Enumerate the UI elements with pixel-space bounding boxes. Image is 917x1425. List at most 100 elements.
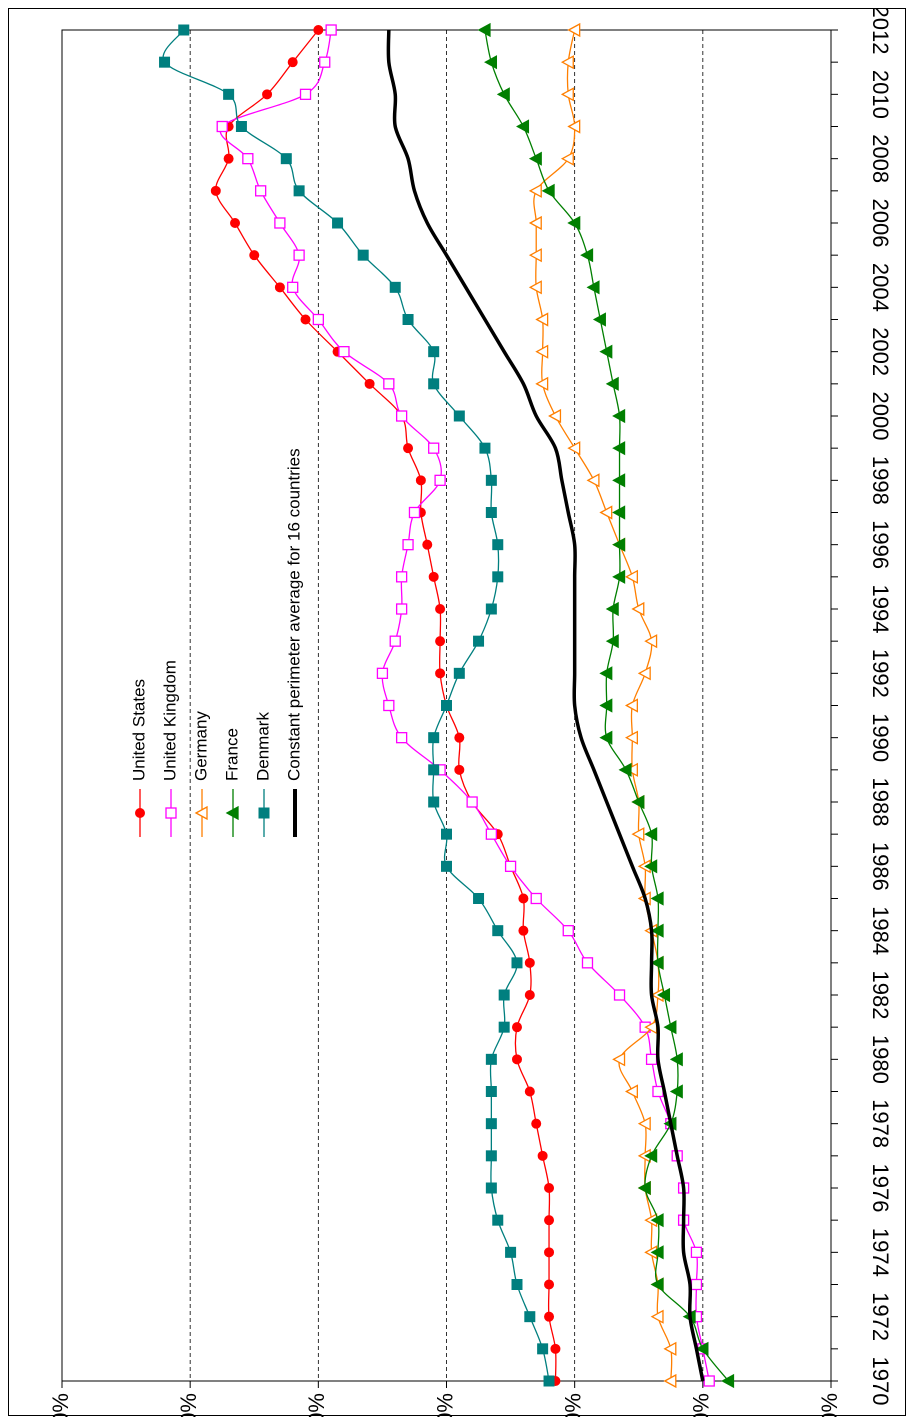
data-point	[492, 539, 504, 551]
data-point	[383, 699, 395, 712]
data-point	[567, 22, 581, 38]
data-point	[235, 121, 247, 132]
data-point	[242, 153, 254, 165]
year-tick-label: 1984	[868, 906, 893, 955]
year-tick-label: 2000	[868, 392, 893, 441]
series-lines	[159, 22, 735, 1389]
data-point	[544, 1247, 555, 1258]
data-point	[650, 891, 664, 906]
data-point	[650, 1277, 664, 1292]
legend-swatch-marker	[225, 805, 239, 821]
data-point	[599, 344, 613, 359]
data-point	[550, 1343, 561, 1354]
data-point	[364, 378, 375, 389]
year-tick-label: 1992	[868, 649, 893, 698]
year-tick-label: 1990	[868, 713, 893, 762]
data-point	[567, 215, 581, 231]
data-point	[581, 957, 594, 969]
data-point	[422, 539, 433, 550]
data-point	[485, 507, 497, 518]
year-tick-label: 1982	[868, 971, 893, 1020]
data-point	[216, 120, 228, 133]
data-point	[612, 569, 626, 584]
data-point	[389, 635, 401, 647]
data-point	[159, 56, 171, 68]
legend-label: United States	[129, 679, 148, 781]
data-point	[498, 989, 510, 1001]
data-point	[631, 794, 645, 810]
data-point	[441, 700, 452, 711]
data-point	[560, 151, 574, 166]
data-point	[473, 893, 485, 904]
series-3	[477, 22, 735, 1389]
data-point	[428, 378, 440, 390]
data-point	[624, 1084, 638, 1099]
data-point	[338, 346, 350, 358]
data-point	[395, 571, 408, 583]
data-point	[624, 762, 638, 777]
data-point	[383, 378, 395, 390]
year-tick-label: 1994	[868, 585, 893, 634]
data-point	[663, 1020, 677, 1035]
data-point	[485, 603, 497, 615]
data-point	[612, 505, 626, 520]
data-point	[492, 1214, 504, 1226]
data-point	[560, 55, 574, 70]
data-point	[669, 1084, 683, 1099]
data-point	[599, 698, 613, 713]
data-point	[690, 1278, 703, 1291]
legend-swatch-marker	[135, 808, 145, 818]
data-point	[605, 601, 619, 617]
data-point	[586, 280, 600, 295]
data-point	[535, 344, 549, 359]
year-tick-label: 2006	[868, 199, 893, 248]
series-1	[216, 24, 715, 1387]
data-point	[415, 475, 426, 486]
data-point	[511, 1279, 523, 1290]
data-point	[544, 1183, 555, 1193]
data-point	[313, 25, 324, 35]
legend-item: France	[222, 728, 241, 837]
data-point	[498, 1021, 510, 1033]
data-point	[485, 474, 497, 486]
data-point	[505, 1246, 517, 1258]
data-point	[637, 1180, 651, 1196]
data-point	[403, 443, 414, 454]
data-point	[485, 1086, 497, 1097]
data-point	[428, 346, 440, 358]
data-point	[624, 698, 638, 713]
data-point	[516, 119, 530, 134]
data-point	[484, 55, 498, 70]
data-point	[528, 248, 542, 263]
data-point	[528, 215, 542, 231]
data-point	[518, 893, 529, 904]
data-point	[479, 442, 491, 454]
data-point	[230, 218, 241, 228]
legend-item: Germany	[191, 711, 210, 837]
data-point	[435, 636, 446, 647]
data-point	[524, 957, 535, 968]
data-point	[428, 796, 440, 808]
data-point	[287, 57, 298, 68]
series-line	[386, 29, 705, 1382]
data-point	[612, 473, 626, 488]
data-point	[511, 1022, 522, 1033]
data-point	[395, 410, 408, 422]
data-point	[287, 281, 299, 293]
data-point	[537, 1150, 548, 1161]
data-point	[537, 1343, 549, 1355]
legend: United States United Kingdom Germany France…	[129, 448, 303, 837]
data-point	[299, 88, 312, 100]
data-point	[618, 762, 632, 777]
line-chart: 0% 20% 40% 60% 80% 100% 120% 1970 1972 1974 1976 19…	[48, 9, 893, 1417]
data-point	[612, 1052, 626, 1067]
data-point	[560, 87, 574, 102]
data-point	[528, 151, 542, 166]
data-point	[605, 634, 619, 649]
legend-swatch-marker	[194, 805, 208, 821]
data-point	[530, 892, 542, 905]
data-point	[612, 537, 626, 552]
data-point	[357, 249, 369, 261]
data-point	[492, 571, 504, 583]
data-point	[599, 666, 613, 681]
